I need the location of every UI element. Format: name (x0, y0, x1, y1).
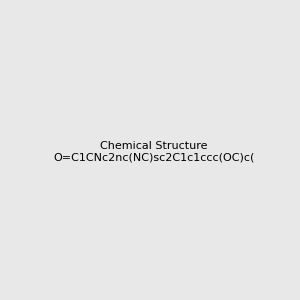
Text: Chemical Structure
O=C1CNc2nc(NC)sc2C1c1ccc(OC)c(: Chemical Structure O=C1CNc2nc(NC)sc2C1c1… (53, 141, 254, 162)
